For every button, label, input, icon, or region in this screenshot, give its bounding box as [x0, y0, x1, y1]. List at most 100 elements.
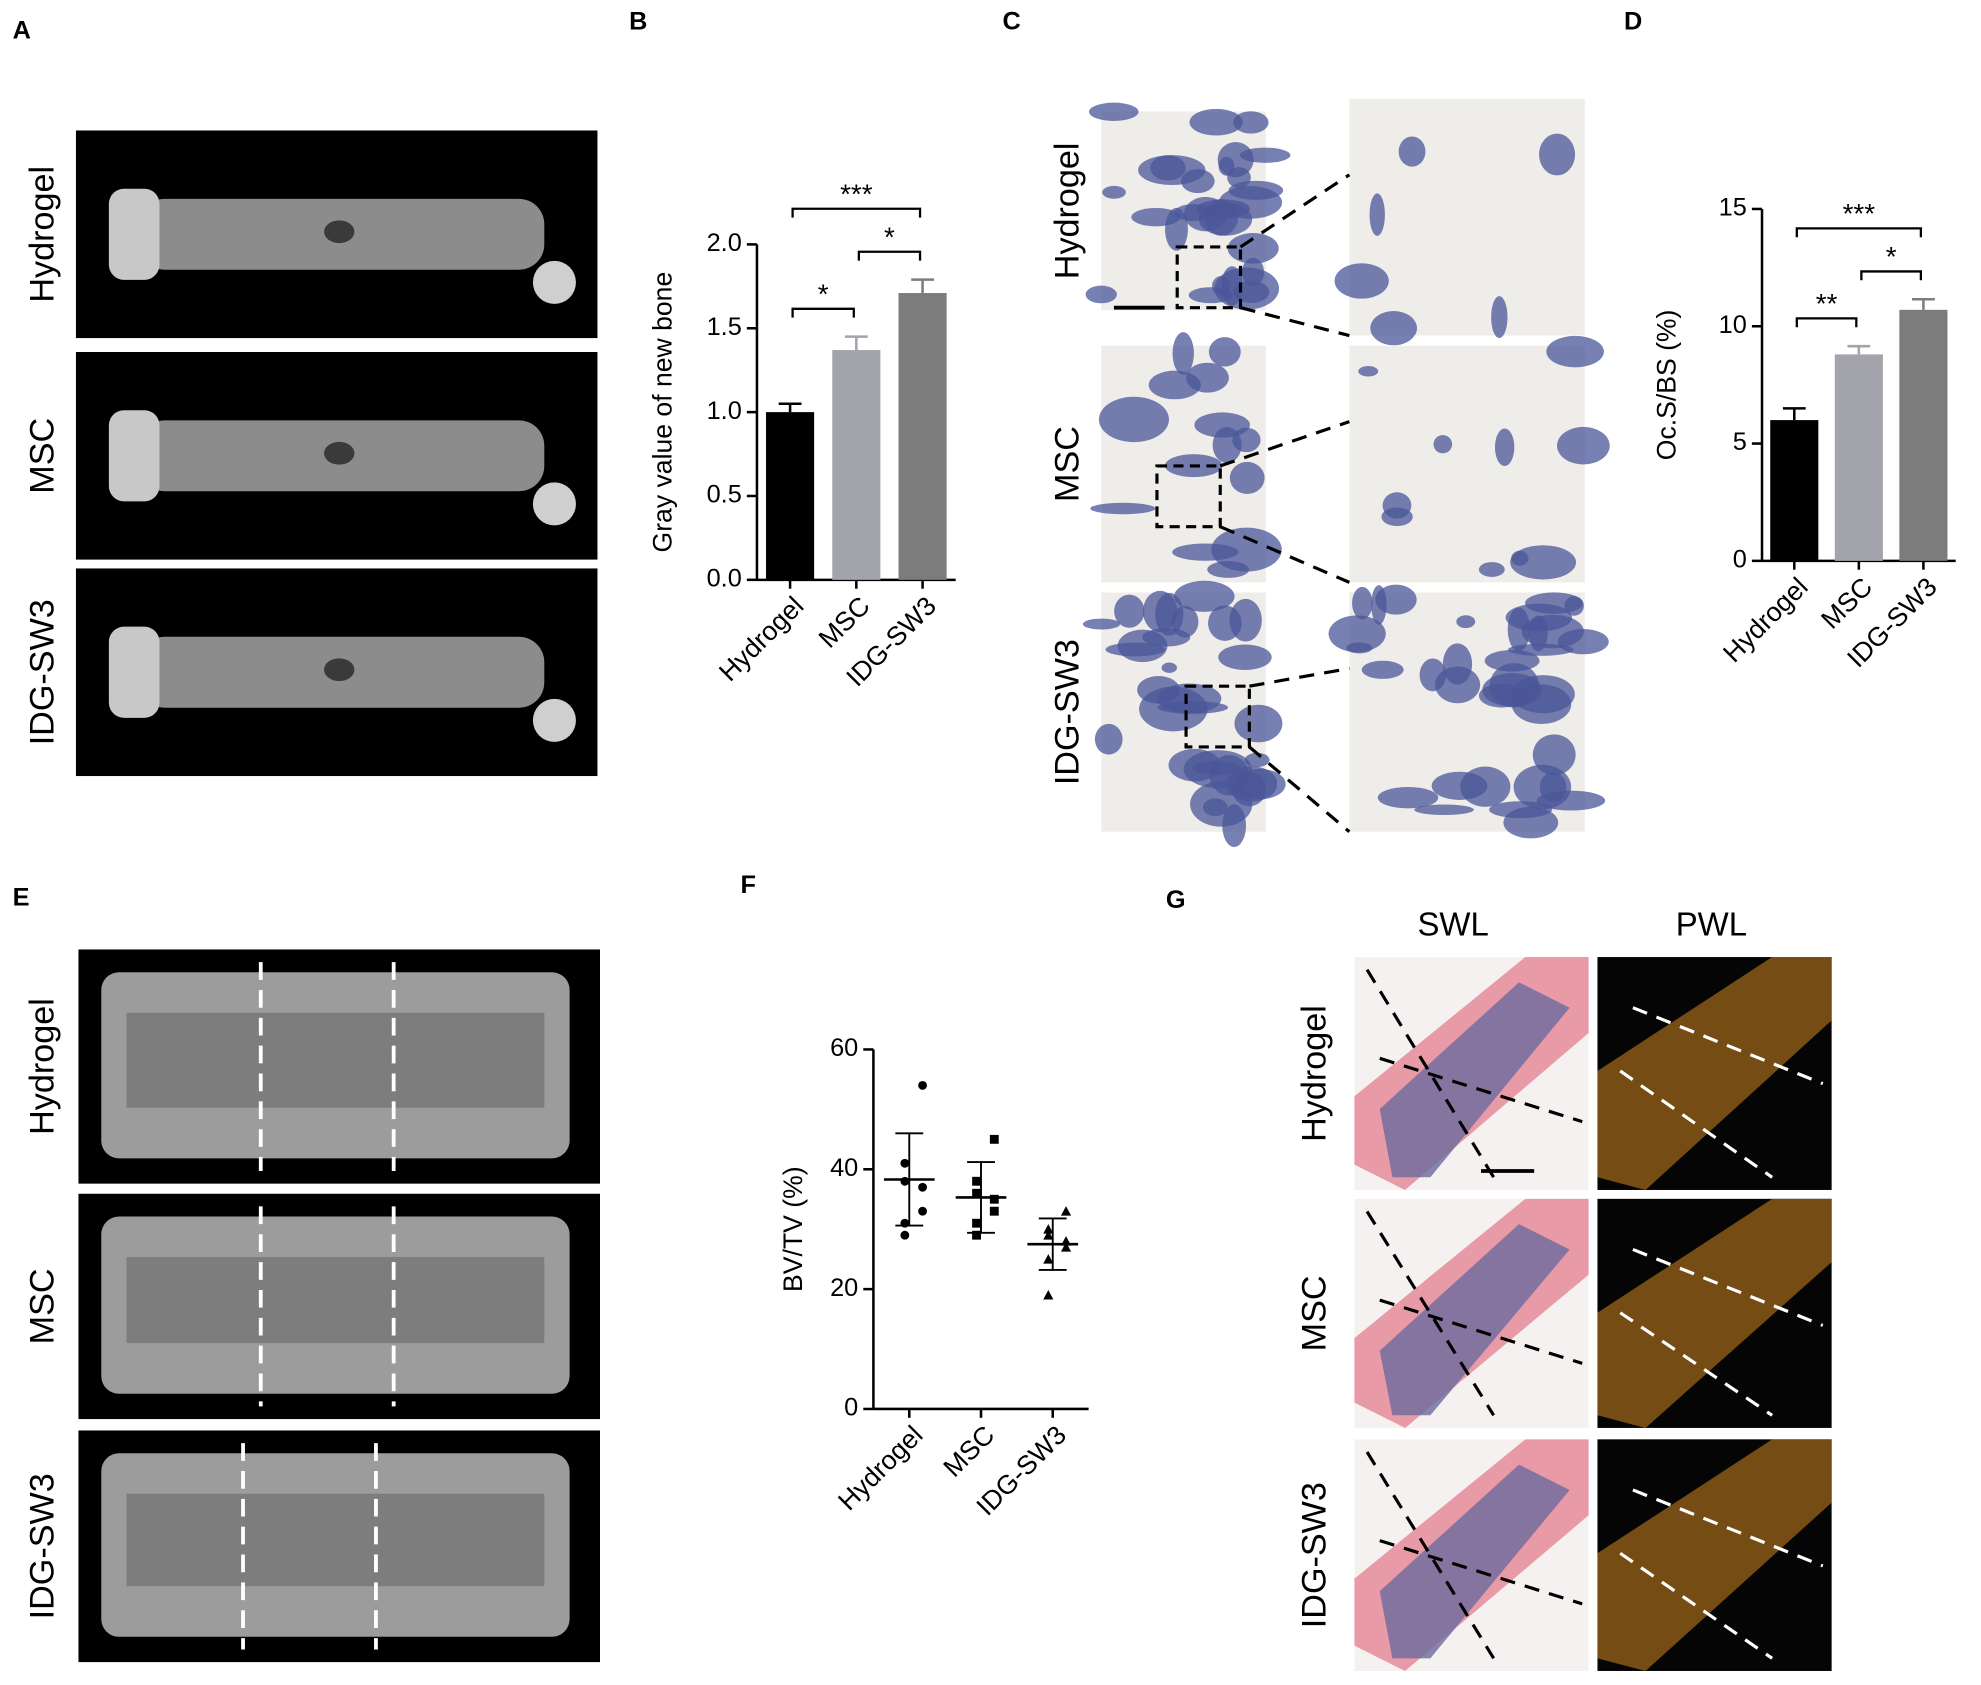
- stain: [1525, 592, 1584, 614]
- significance-label: **: [1816, 288, 1838, 319]
- stain: [1148, 370, 1201, 400]
- point: [972, 1176, 982, 1186]
- stain: [1189, 108, 1243, 136]
- row-label: MSC: [23, 1268, 61, 1344]
- stain: [1239, 147, 1291, 163]
- y-tick-label: 1.5: [707, 313, 742, 341]
- y-tick-label: 10: [1719, 311, 1747, 339]
- significance-bracket: [857, 250, 922, 261]
- zoom-line: [1239, 173, 1351, 249]
- point: [1043, 1224, 1054, 1234]
- marrow: [1379, 1224, 1570, 1416]
- significance-label: *: [818, 279, 829, 310]
- stain: [1085, 285, 1117, 304]
- y-tick-label: 1.0: [707, 397, 742, 425]
- point: [1060, 1206, 1072, 1216]
- stain: [1229, 461, 1265, 495]
- significance-label: *: [884, 221, 895, 252]
- significance-label: ***: [840, 178, 873, 209]
- stain: [1414, 804, 1474, 816]
- histology-image: [1349, 345, 1585, 583]
- stain: [1232, 772, 1267, 807]
- y-axis-label: BV/TV (%): [778, 1166, 808, 1292]
- bar: [1834, 354, 1883, 561]
- point: [972, 1188, 982, 1198]
- zoom-line: [1240, 306, 1350, 338]
- bar: [898, 293, 947, 580]
- stain: [1433, 435, 1453, 454]
- y-tick-label: 0: [844, 1394, 858, 1422]
- significance-label: *: [1886, 241, 1897, 272]
- stain: [1382, 492, 1412, 519]
- y-tick-label: 15: [1719, 194, 1747, 222]
- stain: [1507, 607, 1530, 652]
- bone-head: [108, 188, 160, 280]
- stain: [1208, 337, 1241, 367]
- stain: [1102, 185, 1126, 199]
- defect: [324, 441, 355, 465]
- y-tick-label: 40: [830, 1154, 858, 1182]
- column-label: SWL: [1417, 905, 1488, 942]
- stain: [1546, 335, 1604, 368]
- stain: [1539, 133, 1576, 176]
- stain: [1484, 649, 1540, 672]
- collagen: [1597, 1198, 1832, 1428]
- significance-bracket: [1795, 317, 1858, 328]
- stain: [1094, 723, 1123, 755]
- x-tick-label: Hydrogel: [1717, 572, 1813, 668]
- defect: [324, 220, 355, 244]
- stain: [1435, 666, 1481, 704]
- panel-letter: G: [1166, 886, 1186, 914]
- stain: [1460, 766, 1511, 807]
- stain: [1192, 761, 1242, 775]
- stain: [1398, 136, 1426, 167]
- row-label: MSC: [1049, 426, 1087, 502]
- stain: [1196, 199, 1250, 219]
- panel-letter: B: [629, 8, 647, 36]
- point: [972, 1230, 982, 1240]
- stain: [1511, 684, 1572, 724]
- stain: [1244, 752, 1270, 768]
- stain: [1334, 263, 1389, 299]
- row-label: IDG-SW3: [1295, 1482, 1333, 1628]
- point: [1043, 1290, 1054, 1300]
- stain: [1233, 111, 1269, 134]
- y-tick-label: 5: [1733, 428, 1747, 456]
- zoom-line: [1248, 745, 1351, 833]
- stain: [1165, 207, 1188, 251]
- stain: [1358, 366, 1379, 377]
- stain: [1117, 629, 1168, 663]
- row-label: IDG-SW3: [1049, 639, 1087, 785]
- bone-head: [108, 626, 160, 718]
- defect-boundary: [1632, 1006, 1824, 1086]
- y-tick-label: 0: [1733, 546, 1747, 574]
- defect-boundary: [1365, 1210, 1496, 1417]
- significance-bracket: [791, 307, 855, 318]
- x-tick-label: MSC: [937, 1420, 1000, 1483]
- column-label: PWL: [1676, 905, 1747, 942]
- bone-inner: [126, 1257, 545, 1344]
- stain: [1234, 704, 1283, 743]
- x-tick-label: Hydrogel: [713, 591, 809, 687]
- y-axis-label: Oc.S/BS (%): [1651, 310, 1681, 461]
- point: [918, 1080, 927, 1090]
- row-label: IDG-SW3: [23, 599, 61, 745]
- collagen: [1597, 1439, 1832, 1671]
- stain: [1377, 786, 1439, 809]
- stain: [1503, 806, 1559, 839]
- bar: [1899, 309, 1948, 561]
- stain: [1174, 580, 1235, 612]
- point: [900, 1230, 910, 1240]
- y-tick-label: 0.5: [707, 481, 742, 509]
- histology-image: [1349, 98, 1585, 336]
- stain: [1202, 798, 1228, 817]
- stain: [1346, 642, 1373, 654]
- point: [1060, 1242, 1072, 1252]
- defect-boundary: [1365, 1451, 1496, 1660]
- stain: [1494, 428, 1515, 467]
- point: [1043, 1254, 1054, 1264]
- stain: [1082, 618, 1121, 630]
- defect-boundary: [1632, 1247, 1824, 1327]
- stain: [1181, 169, 1215, 194]
